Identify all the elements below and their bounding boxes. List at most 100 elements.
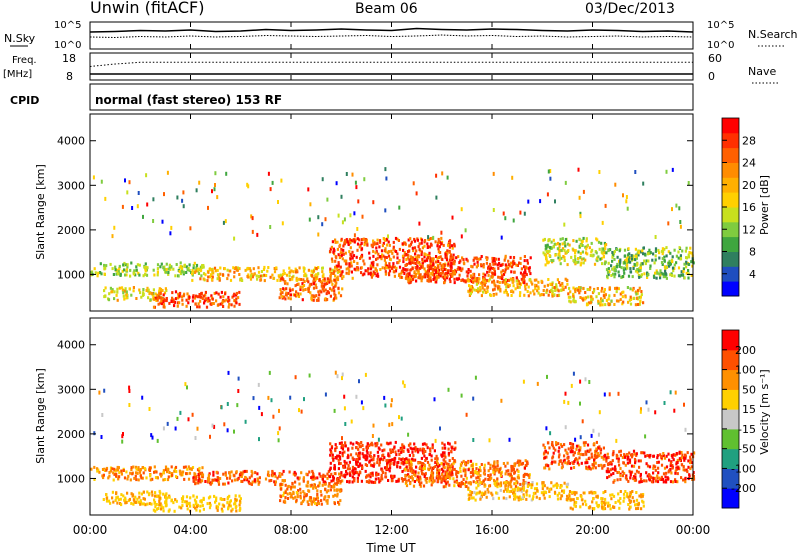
scatter-cell — [390, 398, 393, 403]
scatter-cell — [304, 288, 307, 291]
scatter-cell — [370, 441, 373, 445]
scatter-cell — [462, 478, 465, 482]
scatter-cell — [546, 441, 550, 445]
scatter-cell — [145, 476, 148, 480]
scatter-cell — [180, 506, 183, 510]
scatter-cell — [418, 242, 421, 246]
scatter-cell — [341, 436, 343, 441]
scatter-cell — [580, 495, 583, 498]
scatter-cell — [586, 252, 589, 256]
scatter-cell — [210, 294, 213, 298]
scatter-cell — [410, 278, 413, 282]
scatter-cell — [384, 261, 387, 265]
scatter-cell — [681, 249, 684, 253]
scatter-cell — [227, 295, 230, 299]
scatter-cell — [482, 471, 486, 475]
scatter-cell — [104, 196, 107, 201]
scatter-cell — [369, 455, 372, 458]
scatter-cell — [138, 273, 141, 277]
scatter-cell — [379, 240, 382, 244]
scatter-cell — [622, 461, 625, 465]
scatter-cell — [265, 274, 268, 277]
scatter-cell — [331, 268, 334, 272]
scatter-cell — [466, 461, 470, 465]
scatter-cell — [172, 300, 175, 304]
scatter-cell — [639, 266, 642, 270]
scatter-cell — [390, 403, 393, 408]
scatter-cell — [384, 247, 387, 251]
colorbar-tick-label: 4 — [749, 268, 756, 281]
scatter-cell — [652, 466, 655, 470]
scatter-cell — [273, 480, 276, 484]
scatter-cell — [216, 476, 219, 479]
scatter-cell — [372, 200, 375, 205]
scatter-cell — [276, 278, 279, 282]
scatter-cell — [137, 271, 140, 275]
scatter-cell — [367, 272, 370, 276]
scatter-cell — [467, 268, 470, 271]
scatter-cell — [346, 456, 349, 460]
scatter-cell — [257, 482, 260, 486]
scatter-cell — [308, 498, 311, 502]
scatter-cell — [647, 259, 650, 263]
scatter-cell — [535, 482, 539, 486]
scatter-cell — [516, 475, 519, 479]
scatter-cell — [546, 288, 549, 292]
scatter-cell — [462, 279, 466, 283]
scatter-cell — [387, 467, 390, 471]
scatter-cell — [684, 480, 687, 484]
scatter-cell — [445, 462, 448, 466]
scatter-cell — [407, 279, 410, 283]
scatter-cell — [128, 389, 131, 393]
scatter-cell — [345, 259, 348, 263]
scatter-cell — [512, 477, 516, 481]
scatter-cell — [319, 490, 322, 493]
scatter-cell — [443, 458, 446, 462]
scatter-cell — [118, 264, 121, 268]
scatter-cell — [233, 292, 236, 296]
scatter-cell — [165, 297, 168, 300]
scatter-cell — [251, 216, 254, 221]
scatter-cell — [635, 491, 638, 494]
scatter-cell — [607, 261, 610, 265]
scatter-cell — [682, 465, 685, 469]
scatter-cell — [100, 272, 103, 276]
scatter-cell — [628, 494, 631, 498]
scatter-cell — [635, 296, 638, 300]
scatter-cell — [379, 268, 382, 271]
scatter-cell — [564, 285, 567, 289]
scatter-cell — [634, 472, 637, 476]
scatter-cell — [453, 459, 456, 463]
scatter-cell — [491, 272, 494, 276]
scatter-cell — [570, 498, 573, 502]
scatter-cell — [506, 487, 509, 491]
scatter-cell — [581, 498, 584, 502]
scatter-cell — [179, 291, 182, 295]
scatter-cell — [377, 454, 380, 458]
scatter-cell — [599, 300, 602, 304]
scatter-cell — [423, 467, 426, 471]
scatter-cell — [578, 286, 581, 289]
scatter-cell — [622, 290, 625, 294]
scatter-cell — [257, 266, 260, 270]
scatter-cell — [349, 453, 353, 457]
scatter-cell — [670, 471, 673, 475]
scatter-cell — [589, 254, 592, 257]
scatter-cell — [297, 295, 300, 298]
scatter-cell — [152, 295, 155, 299]
scatter-cell — [400, 416, 403, 421]
scatter-cell — [421, 246, 424, 250]
scatter-cell — [675, 462, 678, 466]
scatter-cell — [300, 409, 303, 414]
scatter-cell — [442, 475, 445, 479]
colorbar-swatch — [722, 281, 739, 297]
scatter-cell — [388, 469, 391, 473]
scatter-cell — [582, 189, 585, 194]
scatter-cell — [207, 480, 210, 483]
noise-right-tick-top: 10^5 — [707, 20, 734, 31]
scatter-cell — [496, 263, 499, 267]
scatter-cell — [600, 241, 603, 245]
scatter-cell — [363, 177, 366, 182]
scatter-cell — [642, 504, 645, 508]
scatter-cell — [136, 471, 139, 475]
